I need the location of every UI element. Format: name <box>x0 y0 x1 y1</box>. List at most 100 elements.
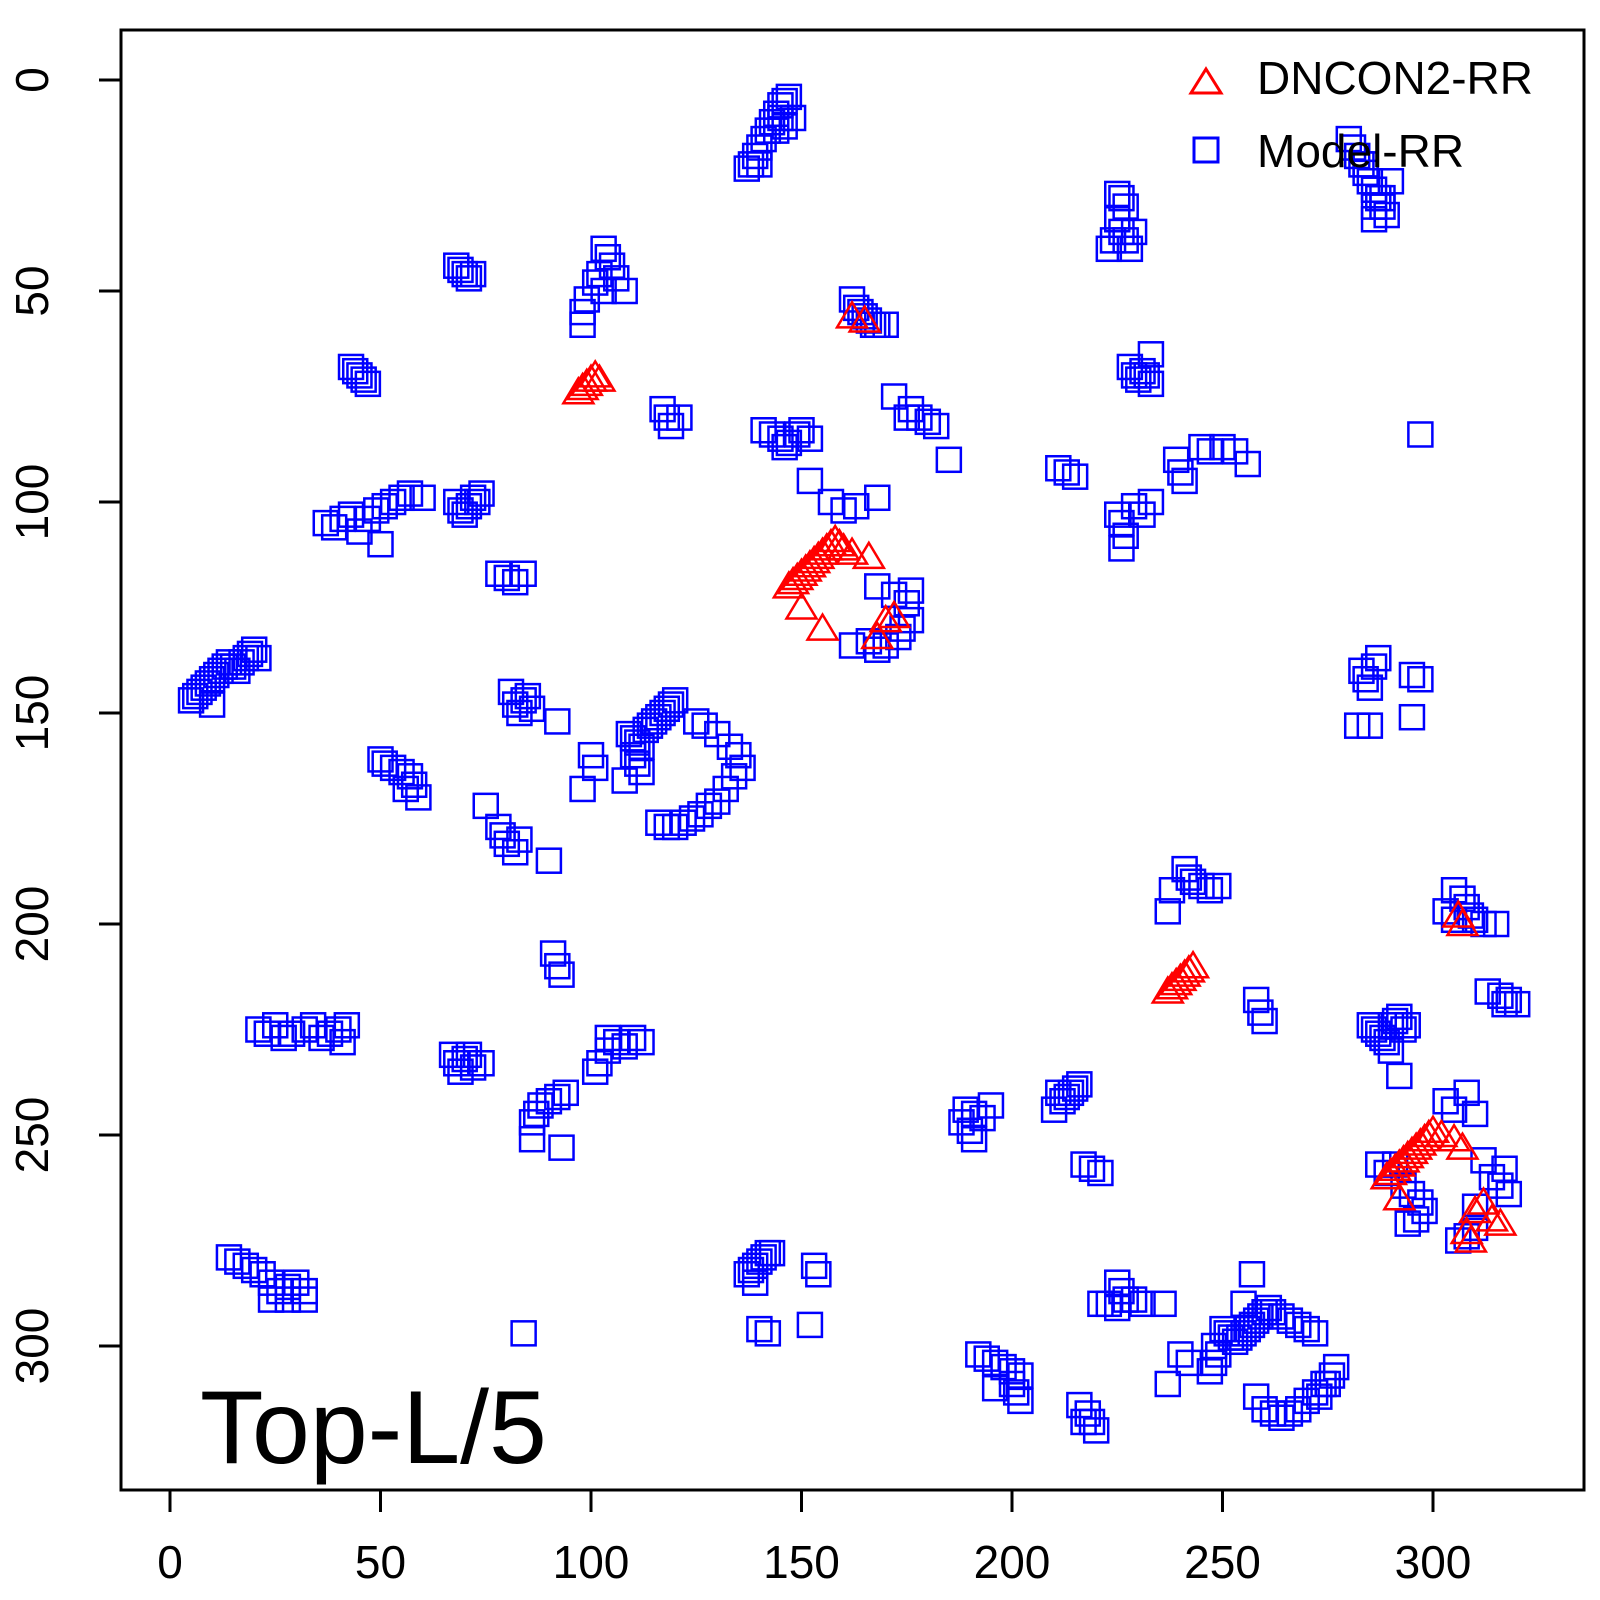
model-rr-point <box>603 1028 630 1056</box>
model-rr-point <box>518 695 546 723</box>
model-rr-point <box>518 1109 546 1136</box>
model-rr-point <box>981 1349 1009 1377</box>
model-rr-point <box>1116 235 1144 263</box>
model-rr-point <box>283 1269 310 1296</box>
model-rr-point <box>552 1079 579 1107</box>
model-rr-point <box>1104 1294 1131 1322</box>
model-rr-point <box>354 370 382 398</box>
y-tick-label: 50 <box>6 265 58 316</box>
model-rr-point <box>1356 712 1384 739</box>
model-rr-point <box>1007 1362 1034 1389</box>
model-rr-point <box>468 480 495 507</box>
model-rr-point <box>1487 1172 1514 1199</box>
model-rr-point <box>1002 1379 1030 1406</box>
model-rr-point <box>657 691 685 718</box>
model-rr-point <box>1120 492 1148 520</box>
model-rr-point <box>312 509 340 537</box>
model-rr-point <box>649 395 676 423</box>
model-rr-point <box>754 1320 782 1347</box>
model-rr-point <box>586 260 613 288</box>
model-rr-point <box>864 573 891 600</box>
model-rr-point <box>914 408 942 436</box>
model-rr-point <box>750 1244 777 1271</box>
model-rr-point <box>1432 1087 1459 1115</box>
model-rr-point <box>1352 151 1379 178</box>
model-rr-point <box>611 767 638 794</box>
model-rr-point <box>796 467 824 495</box>
model-rr-point <box>1407 665 1434 693</box>
model-rr-point <box>1171 467 1198 495</box>
model-rr-point <box>1276 1307 1304 1334</box>
model-rr-point <box>535 847 563 874</box>
model-rr-point <box>485 560 512 587</box>
model-rr-point <box>805 1261 832 1288</box>
x-axis: 0 50 100 150 200 250 300 <box>157 1488 1471 1588</box>
dncon2-rr-series <box>561 299 1518 1253</box>
model-rr-point <box>1061 463 1089 490</box>
dncon2-rr-point <box>817 523 853 553</box>
model-rr-point <box>1104 501 1131 528</box>
x-tick-label: 0 <box>157 1536 183 1588</box>
model-rr-point <box>653 695 681 723</box>
model-rr-point <box>249 1261 276 1288</box>
model-rr-point <box>1491 990 1518 1018</box>
dncon2-rr-point <box>868 603 903 633</box>
model-rr-point <box>611 277 638 305</box>
model-rr-point <box>619 741 647 769</box>
dncon2-rr-point <box>1483 1207 1518 1236</box>
model-rr-point <box>796 425 824 452</box>
model-rr-point <box>245 644 272 672</box>
model-rr-point <box>270 1024 297 1052</box>
legend-square-marker <box>1192 136 1220 164</box>
model-rr-point <box>788 417 815 444</box>
model-rr-point <box>506 826 533 853</box>
model-rr-point <box>1061 1075 1089 1102</box>
model-rr-point <box>1487 982 1514 1009</box>
y-tick-label: 250 <box>6 1097 58 1174</box>
model-rr-point <box>586 1050 613 1077</box>
model-rr-point <box>329 1028 356 1056</box>
model-rr-point <box>409 484 436 512</box>
model-rr-point <box>1108 184 1135 212</box>
model-rr-point <box>1040 1096 1068 1123</box>
model-rr-point <box>1402 1206 1430 1233</box>
model-rr-point <box>346 362 373 389</box>
model-rr-point <box>379 488 407 516</box>
model-rr-point <box>1394 1210 1421 1237</box>
model-rr-point <box>872 311 899 339</box>
model-rr-point <box>1482 910 1510 938</box>
x-tick-label: 50 <box>355 1536 406 1588</box>
model-rr-point <box>1377 1037 1405 1064</box>
model-rr-point <box>1301 1320 1329 1347</box>
x-tick-label: 200 <box>974 1536 1051 1588</box>
model-rr-point <box>1066 1071 1093 1098</box>
dncon2-rr-point <box>1171 953 1207 983</box>
model-rr-point <box>935 446 963 474</box>
model-rr-point <box>973 1345 1000 1372</box>
legend-label-dncon2-rr: DNCON2-RR <box>1257 52 1533 104</box>
dncon2-rr-point <box>805 612 840 641</box>
model-rr-point <box>1200 1349 1228 1377</box>
model-rr-point <box>1188 433 1215 461</box>
model-rr-point <box>1369 184 1396 212</box>
model-rr-point <box>535 1087 563 1115</box>
dncon2-rr-point <box>851 540 887 570</box>
model-rr-point <box>1343 142 1371 170</box>
model-rr-point <box>1407 421 1434 448</box>
model-rr-point <box>455 265 483 292</box>
model-rr-point <box>977 1092 1005 1119</box>
model-rr-point <box>1200 1332 1228 1360</box>
x-tick-label: 100 <box>553 1536 630 1588</box>
model-rr-point <box>1293 1315 1320 1343</box>
y-tick-label: 0 <box>6 67 58 93</box>
model-rr-point <box>666 404 693 431</box>
model-rr-point <box>236 640 264 668</box>
model-rr-point <box>245 1016 272 1043</box>
model-rr-point <box>1078 1155 1106 1183</box>
model-rr-point <box>864 484 891 512</box>
model-rr-point <box>367 530 394 558</box>
model-rr-point <box>922 412 950 440</box>
model-rr-point <box>1322 1353 1350 1381</box>
model-rr-point <box>1377 168 1405 195</box>
